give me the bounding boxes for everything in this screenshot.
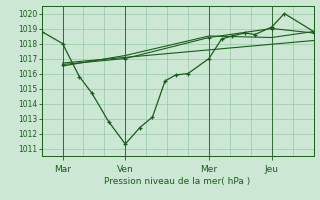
X-axis label: Pression niveau de la mer( hPa ): Pression niveau de la mer( hPa ) — [104, 177, 251, 186]
